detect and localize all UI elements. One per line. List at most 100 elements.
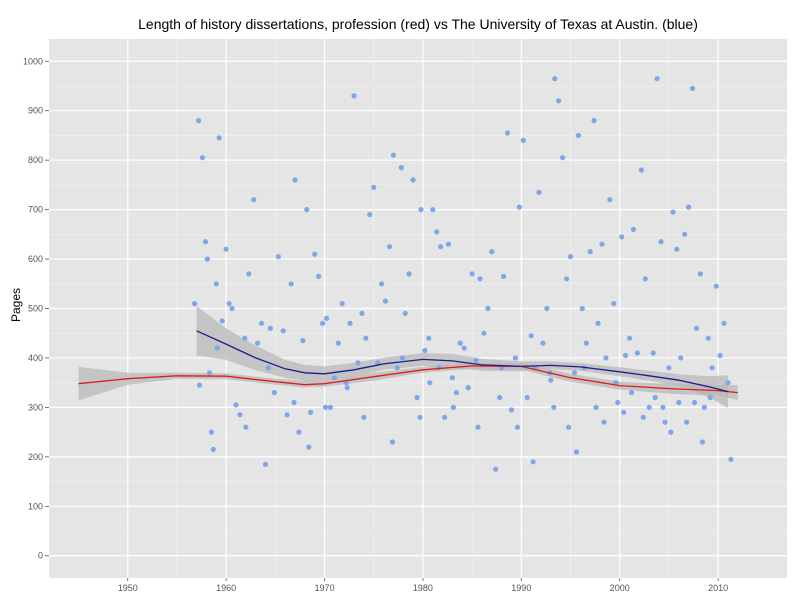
data-point (402, 310, 408, 316)
data-point (713, 283, 719, 289)
data-point (691, 399, 698, 406)
data-point (355, 360, 361, 366)
data-point (351, 93, 357, 99)
data-point (434, 229, 440, 235)
y-tick-labels: 0 100 200 300 400 500 600 700 800 900 1000 (23, 56, 49, 561)
data-point (504, 130, 511, 136)
data-point (422, 347, 428, 354)
data-point (242, 335, 248, 341)
y-tick-label: 800 (28, 155, 43, 165)
y-tick-label: 0 (38, 551, 43, 561)
x-tick-label: 1970 (315, 583, 335, 593)
data-point (623, 352, 629, 359)
data-point (593, 404, 599, 410)
data-point (223, 246, 229, 252)
data-point (575, 132, 582, 138)
data-point (587, 249, 593, 255)
data-point (567, 254, 574, 260)
data-point (288, 281, 294, 287)
smooth-lines (78, 330, 738, 394)
data-point (556, 98, 562, 104)
scatter-points (192, 76, 734, 472)
data-point (214, 345, 220, 351)
data-point (579, 305, 585, 312)
data-point (316, 273, 322, 279)
data-point (709, 365, 715, 371)
chart-title: Length of history dissertations, profess… (138, 16, 698, 32)
data-point (204, 256, 210, 262)
x-tick-label: 1950 (118, 583, 138, 593)
data-point (634, 350, 641, 356)
data-point (508, 407, 515, 413)
data-point (267, 325, 273, 331)
data-point (573, 449, 580, 455)
data-point (379, 281, 385, 287)
data-point (652, 394, 658, 401)
data-point (322, 404, 329, 410)
data-point (465, 385, 471, 391)
data-point (583, 340, 589, 346)
data-point (430, 207, 436, 213)
data-point (595, 320, 601, 326)
data-point (560, 155, 566, 161)
data-point (627, 335, 633, 341)
data-point (512, 355, 519, 361)
data-point (457, 340, 463, 346)
data-point (296, 429, 302, 435)
data-point (199, 155, 206, 161)
data-point (284, 412, 290, 418)
data-point (721, 320, 727, 326)
data-point (489, 249, 495, 255)
x-tick-label: 1960 (216, 583, 236, 593)
data-point (501, 273, 507, 279)
data-point (678, 355, 684, 361)
data-point (544, 305, 550, 312)
data-point (540, 340, 546, 346)
data-point (417, 414, 423, 420)
data-point (640, 414, 646, 420)
data-point (327, 404, 333, 410)
data-point (210, 446, 216, 452)
data-point (398, 165, 404, 171)
data-point (226, 301, 232, 307)
data-point (306, 444, 312, 450)
data-point (705, 335, 711, 341)
data-point (323, 315, 330, 321)
data-point (670, 209, 676, 215)
data-point (320, 320, 326, 326)
data-point (461, 345, 467, 351)
data-point (339, 301, 345, 307)
data-point (666, 365, 672, 371)
data-point (265, 365, 271, 371)
data-point (449, 375, 455, 381)
x-tick-label: 2010 (708, 583, 728, 593)
data-point (524, 394, 530, 401)
data-point (347, 320, 353, 326)
data-point (251, 197, 257, 203)
data-point (697, 271, 704, 277)
x-tick-label: 2000 (610, 583, 630, 593)
data-point (571, 370, 578, 376)
data-point (291, 399, 297, 406)
data-point (689, 85, 696, 91)
data-point (197, 382, 203, 388)
data-point (406, 271, 412, 277)
data-point (386, 244, 393, 250)
data-point (390, 152, 396, 158)
data-point (300, 338, 306, 344)
data-point (619, 234, 625, 240)
data-point (361, 414, 367, 420)
data-point (725, 380, 731, 386)
data-point (676, 399, 682, 406)
data-point (255, 340, 261, 346)
y-tick-label: 700 (28, 205, 43, 215)
data-point (438, 244, 444, 250)
x-tick-label: 1980 (413, 583, 433, 593)
data-point (485, 305, 491, 312)
data-point (414, 394, 420, 401)
data-point (427, 380, 433, 386)
data-point (292, 177, 298, 183)
data-point (304, 207, 310, 213)
data-point (202, 239, 209, 245)
data-point (243, 424, 249, 430)
